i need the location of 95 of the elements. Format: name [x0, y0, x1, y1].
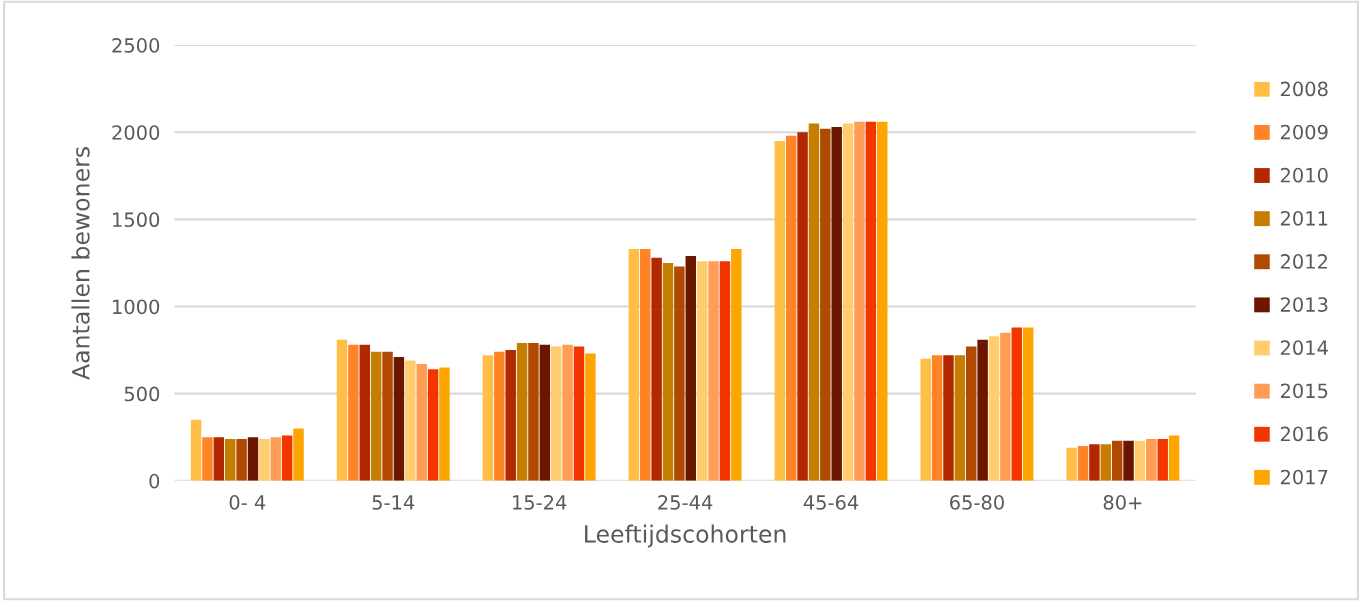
bar [382, 351, 393, 481]
bar [1134, 440, 1146, 481]
x-tick-label: 0- 4 [229, 495, 266, 510]
y-axis-title: Aantallen bewoners [71, 146, 90, 380]
bar [988, 336, 1000, 481]
bar [1066, 447, 1077, 481]
bar [954, 355, 966, 481]
bar [640, 248, 651, 481]
bar [236, 438, 247, 481]
bar [336, 339, 348, 481]
legend-label: 2015 [1280, 383, 1328, 399]
bar [416, 364, 427, 481]
legend-label: 2008 [1280, 81, 1328, 97]
bar [719, 261, 731, 481]
x-tick-label: 25-44 [658, 495, 713, 510]
bar [348, 344, 359, 481]
bar [674, 266, 685, 481]
x-tick-label: 15-24 [513, 495, 567, 510]
bar [842, 123, 854, 481]
bar [573, 346, 585, 481]
bar [797, 132, 808, 481]
bar [1077, 445, 1089, 481]
bar [966, 346, 977, 481]
bar [865, 121, 877, 481]
legend-label: 2016 [1280, 426, 1328, 442]
bar [708, 261, 719, 481]
bar [1022, 327, 1034, 481]
legend-label: 2011 [1280, 210, 1328, 226]
bar [662, 262, 674, 481]
bar [943, 355, 954, 481]
legend-label: 2012 [1280, 254, 1328, 269]
y-tick-label: 2500 [112, 38, 160, 53]
bar [370, 351, 382, 481]
bar [202, 437, 213, 481]
bar [731, 248, 742, 481]
bar [427, 369, 439, 481]
bar [270, 437, 281, 481]
y-tick-label: 2000 [112, 125, 160, 140]
bar [585, 353, 596, 481]
bar [359, 344, 371, 481]
bar [439, 367, 450, 481]
x-tick-label: 5-14 [372, 495, 415, 510]
bar [628, 248, 640, 481]
bar [505, 350, 516, 481]
bar [551, 346, 562, 481]
bar [1011, 327, 1023, 481]
y-tick-label: 500 [124, 386, 160, 402]
x-tick-label: 65-80 [950, 495, 1004, 510]
bar [1100, 444, 1112, 481]
x-tick-label: 80+ [1103, 495, 1142, 510]
bar [281, 435, 293, 481]
bar [774, 140, 786, 481]
bar [1168, 435, 1180, 481]
y-tick-label: 0 [149, 473, 160, 489]
bar [213, 437, 225, 481]
y-tick-label: 1500 [113, 212, 160, 228]
bar [224, 438, 236, 481]
bar [405, 360, 416, 481]
bar [854, 121, 865, 481]
bar [482, 355, 494, 481]
bar [1111, 440, 1123, 481]
bar [820, 128, 831, 481]
bar [247, 437, 259, 481]
bar [1157, 438, 1168, 481]
bar [785, 135, 797, 481]
y-tick-label: 1000 [113, 299, 160, 315]
bar [259, 438, 270, 481]
bar [190, 419, 202, 481]
legend-label: 2014 [1280, 340, 1328, 356]
x-tick-label: 45-64 [803, 495, 859, 510]
bar [516, 343, 528, 481]
bar [494, 351, 505, 481]
bar [808, 123, 820, 481]
bar [293, 428, 304, 481]
bar [685, 255, 697, 481]
bar [931, 355, 943, 481]
legend-label: 2010 [1280, 167, 1328, 183]
bar [393, 357, 405, 481]
bar [562, 344, 573, 481]
legend-label: 2017 [1280, 469, 1328, 485]
bar [651, 257, 662, 481]
bar [977, 339, 988, 481]
bar [696, 261, 708, 481]
bar [920, 358, 931, 481]
bar [1000, 332, 1011, 481]
bar [528, 343, 539, 481]
legend-label: 2009 [1280, 124, 1328, 140]
bar [1123, 440, 1134, 481]
bar [831, 126, 842, 481]
bar [877, 121, 888, 481]
bar [1089, 444, 1100, 481]
legend-label: 2013 [1280, 297, 1328, 312]
bar [539, 344, 551, 481]
x-axis-title: Leeftijdscohorten [585, 524, 786, 548]
bar [1146, 438, 1157, 481]
